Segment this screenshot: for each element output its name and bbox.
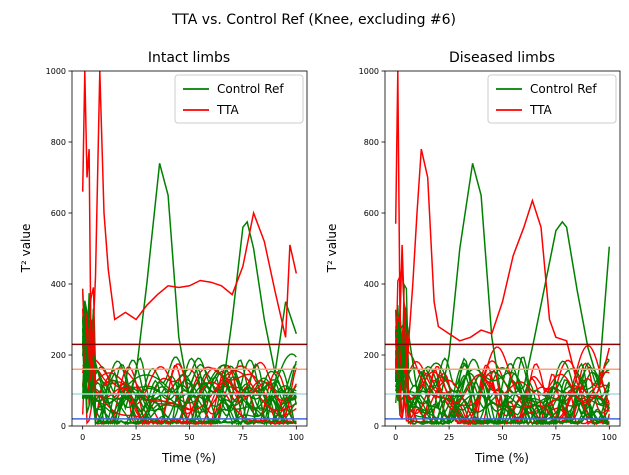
- y-tick-label: 600: [364, 209, 379, 218]
- y-tick-label: 400: [364, 280, 379, 289]
- y-tick-label: 1000: [359, 67, 379, 76]
- x-tick-label: 25: [131, 433, 141, 442]
- x-tick-label: 100: [602, 433, 617, 442]
- x-tick-label: 100: [289, 433, 304, 442]
- y-tick-label: 200: [364, 351, 379, 360]
- background-trace: [82, 313, 297, 426]
- y-tick-label: 800: [364, 138, 379, 147]
- background-trace: [82, 319, 297, 412]
- background-trace: [395, 325, 610, 426]
- x-tick-label: 25: [444, 433, 454, 442]
- plot-lines: [394, 71, 611, 426]
- plot-lines: [81, 71, 298, 426]
- intact-limbs-xlabel: Time (%): [161, 451, 216, 465]
- figure-title: TTA vs. Control Ref (Knee, excluding #6): [171, 12, 456, 28]
- intact-limbs-title: Intact limbs: [148, 50, 230, 66]
- legend-label: TTA: [529, 103, 553, 117]
- intact-limbs-ylabel: T² value: [19, 224, 33, 274]
- y-tick-label: 400: [51, 280, 66, 289]
- diseased-limbs-xlabel: Time (%): [474, 451, 529, 465]
- x-tick-label: 0: [393, 433, 398, 442]
- y-tick-label: 600: [51, 209, 66, 218]
- x-tick-label: 75: [238, 433, 248, 442]
- legend-label: TTA: [216, 103, 240, 117]
- background-trace: [82, 326, 297, 425]
- x-tick-label: 50: [497, 433, 507, 442]
- x-tick-label: 75: [551, 433, 561, 442]
- background-trace: [395, 323, 610, 426]
- background-trace: [82, 288, 297, 426]
- y-tick-label: 1000: [46, 67, 66, 76]
- legend-label: Control Ref: [217, 82, 284, 96]
- x-tick-label: 50: [184, 433, 194, 442]
- background-trace: [82, 328, 297, 425]
- diseased-limbs-ylabel: T² value: [325, 224, 339, 274]
- series-line-control-ref: [81, 163, 298, 411]
- intact-limbs-panel: Intact limbs Time (%) T² value 0 25 50 75 10…: [19, 50, 308, 465]
- legend-label: Control Ref: [530, 82, 597, 96]
- series-line-tta: [81, 71, 298, 373]
- legend: Control Ref TTA: [487, 74, 617, 124]
- x-tick-label: 0: [80, 433, 85, 442]
- series-line-tta: [394, 71, 611, 407]
- y-tick-label: 0: [374, 422, 379, 431]
- y-tick-label: 0: [61, 422, 66, 431]
- legend: Control Ref TTA: [174, 74, 304, 124]
- series-line-control-ref: [395, 163, 611, 410]
- diseased-limbs-title: Diseased limbs: [449, 50, 555, 66]
- background-trace: [82, 300, 297, 426]
- diseased-limbs-panel: Diseased limbs Time (%) T² value 0 25 50 75…: [325, 50, 621, 465]
- y-tick-label: 800: [51, 138, 66, 147]
- y-tick-label: 200: [51, 351, 66, 360]
- background-trace: [395, 307, 610, 426]
